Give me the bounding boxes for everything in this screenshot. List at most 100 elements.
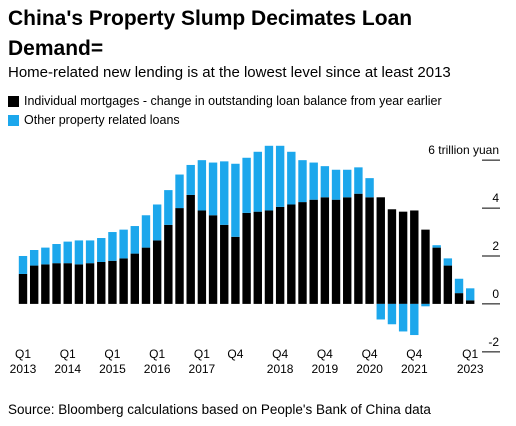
bar [287,151,296,205]
bar [41,264,50,304]
bar [175,174,184,209]
legend-swatch [8,95,19,107]
bar [287,204,296,304]
bar [376,197,385,304]
x-tick-label: Q4 2019 [311,347,339,376]
legend-item: Individual mortgages - change in outstan… [8,94,442,108]
bar [309,162,318,200]
bar [208,162,218,216]
bar [443,258,453,266]
bar [29,250,39,266]
bar [365,178,374,198]
bar [466,288,475,301]
bar [275,145,285,207]
chart-title: China's Property Slump Decimates Loan De… [8,7,413,60]
bar [298,160,307,203]
bar [343,197,352,304]
bar [231,236,240,304]
bar [331,169,341,200]
bar [466,300,475,304]
bar [253,151,262,212]
bar [320,166,330,198]
bar [275,206,285,304]
bar [231,163,240,237]
y-tick-label: 4 [492,191,499,205]
bar [97,238,106,262]
bar [220,161,229,225]
bar [376,303,385,320]
bar [175,208,184,304]
bar [108,260,117,304]
bar [354,167,363,194]
bar [387,303,397,325]
bar [29,265,39,304]
source: Source: Bloomberg calculations based on … [8,402,431,417]
bar [63,263,72,304]
bar [85,240,95,264]
x-tick-label: Q4 2020 [356,347,383,376]
x-tick-label: Q4 [227,347,244,361]
bar [343,169,352,198]
bar [264,210,274,304]
bar [18,273,28,304]
bar [242,157,251,213]
bar [432,245,441,248]
bar [421,229,430,304]
bar [197,160,207,211]
bar [18,255,28,274]
bar [97,261,106,304]
bar [220,224,229,304]
legend-swatch [8,114,19,126]
bar [264,145,274,211]
bar [119,229,128,259]
bar [63,241,72,264]
bar [74,264,84,304]
y-tick-label: 6 trillion yuan [428,143,499,157]
bar [186,194,195,304]
bar [152,204,162,241]
y-tick-label: 0 [492,287,499,301]
y-tick-label: -2 [488,335,499,349]
bar [454,293,464,304]
bar [141,247,151,304]
legend-label: Individual mortgages - change in outstan… [24,94,442,108]
bar [208,215,218,304]
legend-item: Other property related loans [8,113,180,127]
x-tick-label: Q1 2023 [456,347,484,376]
bar [242,212,251,304]
bar [197,210,207,304]
bar [74,240,84,265]
x-tick-label: Q1 2014 [54,347,82,376]
bar [298,202,307,304]
bar [454,278,464,294]
y-tick-label: 2 [492,239,499,253]
x-tick-label: Q4 2021 [400,347,428,376]
bar [141,215,151,248]
bar [309,199,318,304]
x-tick-label: Q1 2013 [9,347,37,376]
x-tick-label: Q1 2017 [188,347,216,376]
bar [421,303,430,307]
bar [41,247,50,265]
bar [410,210,419,304]
bar [164,224,173,304]
bar [331,199,341,304]
bar [130,253,139,304]
bar [432,247,441,304]
bar [164,190,173,225]
x-tick-label: Q4 2018 [266,347,294,376]
bar [52,263,61,304]
x-tick-label: Q1 2016 [143,347,171,376]
bar [119,258,128,304]
bar [443,265,453,304]
x-tick-label: Q1 2015 [99,347,126,376]
bar [253,211,262,304]
bar [410,303,419,336]
bar [152,240,162,304]
legend-label: Other property related loans [24,113,180,127]
bar [52,244,61,264]
bar [130,226,139,254]
bar [320,197,330,304]
